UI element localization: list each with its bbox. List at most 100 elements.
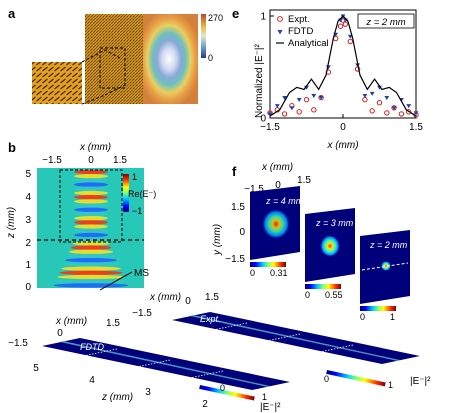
series-fdtd-point: [296, 98, 302, 103]
wavefront-band: [74, 224, 108, 229]
series-fdtd-point: [391, 106, 397, 111]
panel-f-x-tick: 1.5: [297, 175, 311, 186]
metasurface-zoom: [85, 14, 143, 104]
panel-b-cb-min: −1: [132, 206, 142, 216]
legend-fdtd: FDTD: [288, 26, 313, 37]
panel-f-y-tick: −1.5: [225, 254, 245, 265]
panel-b-x-axis-label: x (mm): [79, 142, 111, 153]
phase-colorbar: [201, 14, 206, 58]
wavefront-band: [74, 174, 108, 179]
wavefront-band: [61, 266, 121, 271]
series-expt-point: [281, 111, 288, 117]
phase-cb-max: 270: [208, 13, 223, 23]
series-fdtd-point: [282, 96, 287, 100]
series-fdtd-point: [289, 106, 295, 111]
panel-f-y-tick: 1.5: [231, 202, 245, 213]
series-fdtd-point: [362, 93, 368, 98]
series-expt-point: [342, 21, 349, 27]
series-expt-point: [362, 96, 368, 103]
panel-e-x-tick-label: 1.5: [409, 122, 423, 133]
panel-c-colorbar: [199, 385, 255, 401]
panel-b-cb-max: 1: [132, 172, 137, 182]
panel-c-z-tick: 2: [202, 399, 208, 410]
panel-f-label: f: [232, 164, 237, 179]
panel-c-z-tick: 5: [33, 363, 39, 374]
panel-d-x-axis-label: x (mm): [149, 292, 181, 303]
legend-analytical: Analytical: [288, 38, 329, 49]
panel-b-z-tick: 5: [25, 169, 31, 180]
legend-expt: Expt.: [288, 14, 310, 25]
series-expt-point: [384, 110, 390, 116]
panel-f-x-tick: −1.5: [244, 184, 264, 195]
panel-e-label: e: [232, 6, 239, 21]
series-expt-point: [311, 107, 317, 113]
map-z2-colorbar: [360, 306, 396, 311]
panel-c-label: c: [44, 348, 51, 363]
wavefront-band: [74, 178, 108, 183]
series-expt-point: [376, 100, 383, 106]
map-z3-cb-min: 0: [305, 290, 310, 300]
panel-b-z-tick: 3: [25, 215, 31, 226]
panel-c-tag: FDTD: [80, 342, 104, 352]
map-z2-cb-min: 0: [360, 312, 365, 322]
panel-d-cb-min: 0: [324, 374, 329, 384]
metasurface-unit-cells: [32, 62, 82, 104]
panel-c-z-tick: 4: [89, 375, 95, 386]
panel-b-zoom-box: [59, 169, 123, 243]
panel-b: b x (mm) −1.5 0 1.5 5 4 3 2 1 0 z (mm) 1…: [6, 140, 156, 293]
slab-c-guide: [77, 348, 118, 358]
series-fdtd-point: [311, 93, 317, 98]
panel-b-x-tick: −1.5: [42, 155, 62, 166]
wavefront-band: [74, 169, 108, 175]
wavefront-band: [74, 228, 108, 233]
slab-d-guide: [314, 344, 354, 354]
map-z2-label: z = 2 mm: [369, 240, 408, 250]
panel-c-cb-min: 0: [220, 383, 225, 393]
panel-e: e −1.5 0 1.501 Normalized |E⁻|² x (mm) z =…: [232, 6, 423, 151]
panel-f-y-tick: 0: [239, 227, 245, 238]
series-expt-point: [347, 38, 353, 45]
panel-b-label: b: [8, 140, 16, 155]
slab-c-guide: [131, 359, 171, 369]
wavefront-band: [74, 207, 108, 212]
panel-c-x-tick: 0: [57, 328, 63, 339]
slab-c-guide: [184, 370, 224, 380]
panel-d-x-tick: −1.5: [132, 308, 152, 319]
phase-cb-min: 0: [208, 53, 213, 63]
slab-c-beam: [61, 342, 269, 386]
wavefront-band: [63, 262, 119, 267]
wavefront-band: [74, 216, 108, 221]
wavefront-band: [66, 253, 116, 259]
panel-c-intensity-label: |E⁻|²: [260, 402, 281, 413]
panel-d-cb-max: 1: [388, 380, 393, 390]
panel-d-x-tick: 1.5: [205, 292, 219, 303]
map-z3-label: z = 3 mm: [315, 218, 354, 228]
wavefront-band: [55, 279, 127, 284]
panel-e-plot: −1.5 0 1.501: [260, 12, 423, 134]
legend-expt-marker: [277, 16, 283, 22]
panel-b-z-tick: 0: [25, 282, 31, 293]
series-fdtd-point: [274, 104, 280, 109]
panel-e-x-tick-label: 0: [340, 122, 346, 133]
ms-annotation: MS: [134, 268, 149, 279]
ms-pointer: [99, 271, 133, 291]
slab-d-guide: [261, 333, 301, 343]
wavefront-band: [74, 211, 108, 217]
map-z4-cb-max: 0.31: [270, 268, 288, 278]
wavefront-band: [57, 274, 125, 280]
series-fdtd-point: [406, 104, 412, 109]
zoom-box: [99, 47, 126, 89]
panel-b-z-axis-label: z (mm): [6, 207, 17, 239]
panel-f: f x (mm) −1.5 0 1.5 1.5 0 −1.5 y (mm) z …: [212, 162, 410, 322]
series-fdtd-point: [369, 91, 375, 96]
panel-b-z-tick: 2: [25, 238, 31, 249]
series-analytical-line: [269, 15, 417, 117]
panel-d-colorbar: [326, 370, 386, 387]
panel-e-x-axis-label: x (mm): [326, 140, 358, 151]
panel-f-x-axis-label: x (mm): [261, 162, 293, 173]
phase-map: [140, 14, 198, 104]
panel-c-x-axis-label: x (mm): [55, 316, 87, 327]
wavefront-band: [74, 182, 108, 187]
slab-d-guide: [207, 322, 248, 332]
series-fdtd-point: [318, 96, 324, 100]
